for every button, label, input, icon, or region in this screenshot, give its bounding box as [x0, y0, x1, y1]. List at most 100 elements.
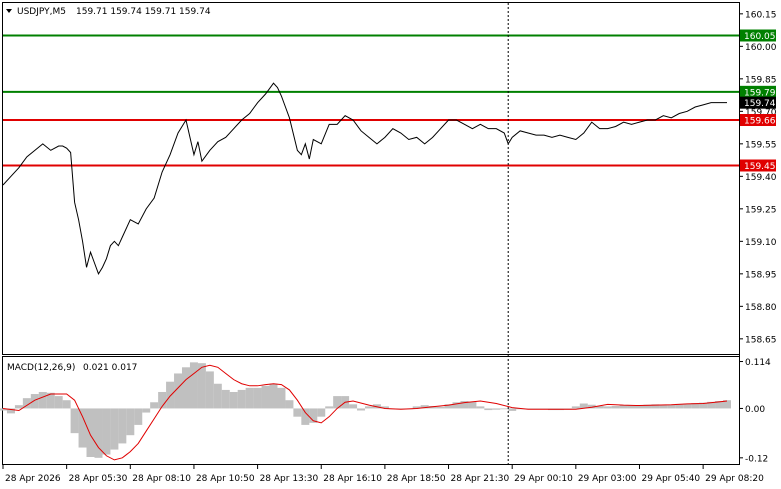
symbol-label: USDJPY,M5 — [17, 7, 66, 17]
price-axis-label: 160.15 — [745, 10, 777, 20]
time-axis-label: 28 Apr 13:30 — [260, 474, 319, 484]
macd-histogram-bar — [134, 408, 143, 425]
macd-histogram-bar — [643, 404, 652, 409]
macd-histogram-bar — [619, 405, 628, 409]
time-axis-label: 28 Apr 18:50 — [387, 474, 446, 484]
macd-histogram-bar — [380, 406, 389, 409]
macd-histogram-bar — [611, 405, 620, 409]
time-axis-label: 28 Apr 16:10 — [323, 474, 382, 484]
macd-histogram-bar — [460, 401, 469, 409]
macd-histogram-bar — [364, 406, 373, 409]
macd-histogram-bar — [110, 408, 119, 450]
time-axis-label: 28 Apr 21:30 — [451, 474, 510, 484]
macd-histogram-bar — [86, 408, 95, 458]
macd-histogram-bar — [22, 398, 31, 409]
macd-histogram-bar — [205, 371, 214, 409]
macd-histogram-bar — [277, 387, 286, 409]
price-axis-label: 158.80 — [745, 303, 777, 313]
macd-histogram-bar — [349, 404, 358, 409]
macd-histogram-bar — [667, 404, 676, 409]
macd-histogram-bar — [269, 383, 278, 409]
macd-histogram-bar — [651, 404, 660, 409]
macd-histogram-bar — [174, 373, 183, 409]
time-axis-label: 28 Apr 10:50 — [196, 474, 255, 484]
level-price-label: 159.66 — [744, 117, 776, 127]
macd-histogram-bar — [285, 400, 294, 409]
macd-histogram-bar — [293, 408, 302, 417]
macd-histogram-bar — [102, 408, 111, 455]
price-axis-label: 158.95 — [745, 270, 777, 280]
price-axis-label: 159.70 — [745, 108, 777, 118]
macd-axis-label: -0.12 — [745, 454, 768, 464]
time-axis-label: 28 Apr 08:10 — [132, 474, 191, 484]
price-axis-label: 159.55 — [745, 140, 777, 150]
macd-histogram-bar — [444, 404, 453, 409]
macd-histogram-bar — [213, 383, 222, 409]
macd-histogram-bar — [691, 403, 700, 409]
price-line — [2, 82, 727, 275]
level-price-tag — [740, 85, 776, 98]
price-axis-label: 158.65 — [745, 335, 777, 345]
macd-histogram-bar — [54, 396, 63, 409]
macd-histogram-bar — [317, 408, 326, 417]
macd-values: 0.021 0.017 — [83, 363, 137, 373]
level-price-tag — [740, 114, 776, 126]
macd-histogram-bar — [30, 394, 39, 409]
level-price-label: 159.45 — [744, 162, 776, 172]
macd-histogram-bar — [197, 363, 206, 409]
macd-label: MACD(12,26,9) — [7, 363, 75, 373]
macd-histogram-bar — [38, 391, 47, 409]
macd-histogram-bar — [245, 387, 254, 409]
time-axis-label: 28 Apr 2026 — [5, 474, 61, 484]
macd-histogram-bar — [587, 404, 596, 409]
level-price-tag — [740, 159, 776, 172]
macd-histogram-bar — [181, 367, 190, 409]
macd-histogram-bar — [500, 408, 509, 410]
macd-histogram-bar — [70, 408, 79, 434]
macd-histogram-bar — [221, 389, 230, 409]
macd-histogram-bar — [659, 404, 668, 409]
macd-histogram-bar — [579, 403, 588, 409]
price-axis-label: 159.10 — [745, 238, 777, 248]
macd-histogram-bar — [0, 408, 7, 411]
level-price-label: 160.05 — [744, 32, 776, 42]
macd-histogram-bar — [595, 405, 604, 409]
price-axis-label: 159.85 — [745, 75, 777, 85]
macd-histogram-bar — [62, 400, 71, 409]
macd-histogram-bar — [452, 402, 461, 409]
macd-histogram-bar — [229, 391, 238, 409]
macd-histogram-bar — [571, 406, 580, 409]
macd-histogram-bar — [309, 408, 318, 423]
macd-histogram-bar — [301, 408, 310, 425]
macd-histogram-bar — [14, 405, 23, 409]
time-axis-label: 29 Apr 00:10 — [514, 474, 573, 484]
macd-histogram-bar — [508, 408, 517, 411]
macd-histogram-bar — [603, 406, 612, 409]
macd-histogram-bar — [412, 406, 421, 409]
time-axis-label: 29 Apr 08:20 — [705, 474, 764, 484]
dropdown-triangle-icon[interactable] — [6, 9, 12, 13]
macd-histogram-bar — [707, 401, 716, 409]
current-price-label: 159.74 — [744, 99, 776, 109]
level-price-tag — [740, 29, 776, 42]
macd-histogram-bar — [150, 402, 159, 409]
macd-histogram-bar — [237, 389, 246, 409]
macd-histogram-bar — [492, 408, 501, 410]
macd-histogram-bar — [699, 402, 708, 409]
macd-histogram-bar — [715, 401, 724, 409]
macd-histogram-bar — [635, 405, 644, 409]
time-axis-label: 29 Apr 05:40 — [641, 474, 700, 484]
macd-histogram-bar — [261, 385, 270, 409]
ohlc-values: 159.71 159.74 159.71 159.74 — [76, 7, 211, 17]
time-axis-label: 29 Apr 03:00 — [578, 474, 637, 484]
level-price-label: 159.79 — [744, 88, 776, 98]
macd-histogram-bar — [78, 408, 87, 448]
macd-histogram-bar — [468, 401, 477, 409]
price-axis-label: 159.25 — [745, 205, 777, 215]
macd-histogram-bar — [126, 408, 135, 436]
macd-histogram-bar — [333, 396, 342, 409]
macd-histogram-bar — [476, 406, 485, 409]
current-price-tag — [740, 96, 776, 109]
macd-histogram-bar — [325, 406, 334, 409]
